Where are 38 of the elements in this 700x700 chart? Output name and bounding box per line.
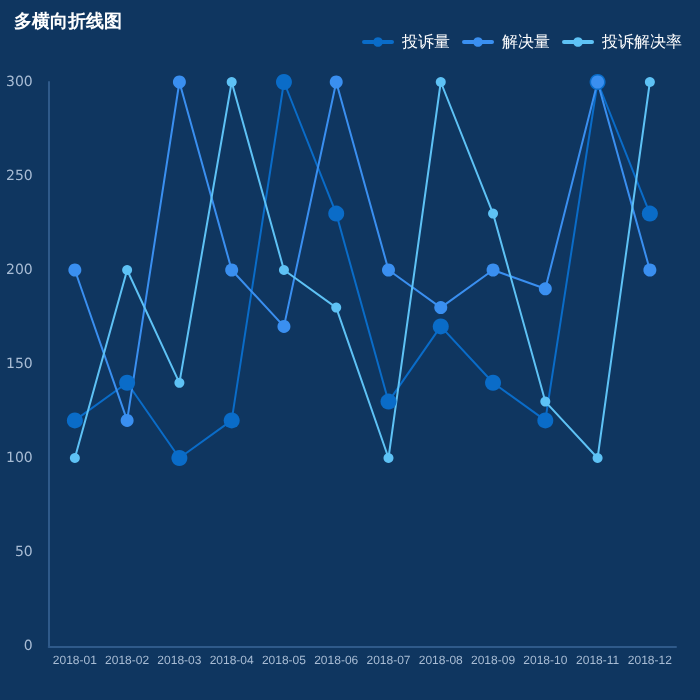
point	[383, 453, 394, 463]
point	[122, 265, 133, 275]
legend-label: 解决量	[502, 33, 550, 51]
point	[432, 318, 449, 335]
point	[223, 412, 240, 429]
point	[434, 301, 448, 315]
point	[277, 319, 291, 333]
point	[328, 205, 345, 222]
point	[382, 263, 395, 277]
point	[225, 263, 239, 277]
point	[275, 74, 292, 90]
point	[226, 77, 237, 87]
point	[66, 412, 83, 429]
point	[69, 453, 80, 463]
point	[174, 377, 185, 388]
point	[641, 205, 658, 222]
point	[540, 396, 551, 407]
point	[435, 77, 446, 87]
point	[644, 77, 655, 87]
point	[120, 413, 134, 427]
point	[331, 302, 342, 313]
chart-title: 多横向折线图	[14, 11, 122, 33]
point	[488, 208, 499, 219]
point	[119, 374, 136, 391]
legend-label: 投诉量	[400, 33, 450, 51]
point	[486, 263, 500, 277]
legend-label: 投诉解决率	[600, 33, 682, 51]
point	[538, 282, 552, 296]
point	[171, 450, 188, 466]
point	[68, 263, 82, 277]
point	[485, 374, 502, 391]
point	[278, 265, 289, 275]
point	[537, 412, 554, 429]
point	[172, 75, 186, 89]
point	[592, 453, 603, 463]
point	[643, 263, 657, 277]
point	[380, 393, 397, 410]
point	[329, 75, 343, 89]
